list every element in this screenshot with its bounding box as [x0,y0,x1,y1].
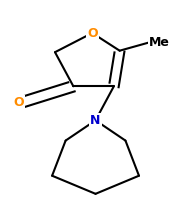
Text: N: N [90,114,101,127]
Text: Me: Me [149,36,169,49]
Text: O: O [87,26,98,40]
Text: O: O [13,96,24,109]
